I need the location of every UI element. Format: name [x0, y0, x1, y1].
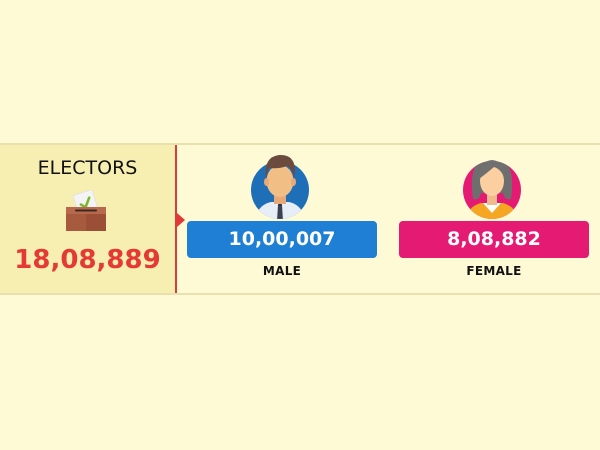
ballot-box-icon [66, 190, 106, 231]
female-label: FEMALE [466, 264, 522, 278]
electors-count: 18,08,889 [14, 245, 161, 275]
female-card: 8,08,882 FEMALE [399, 145, 589, 293]
male-label: MALE [262, 264, 302, 278]
electors-title: ELECTORS [37, 157, 138, 179]
female-count: 8,08,882 [399, 221, 589, 258]
male-count: 10,00,007 [187, 221, 377, 258]
pointer-arrow [177, 213, 185, 227]
female-avatar-icon [463, 160, 521, 219]
male-avatar-icon [251, 154, 309, 219]
electors-summary-strip: ELECTORS 18,08,889 [0, 143, 600, 295]
electors-panel: ELECTORS 18,08,889 [0, 145, 177, 293]
male-card: 10,00,007 MALE [187, 145, 377, 293]
